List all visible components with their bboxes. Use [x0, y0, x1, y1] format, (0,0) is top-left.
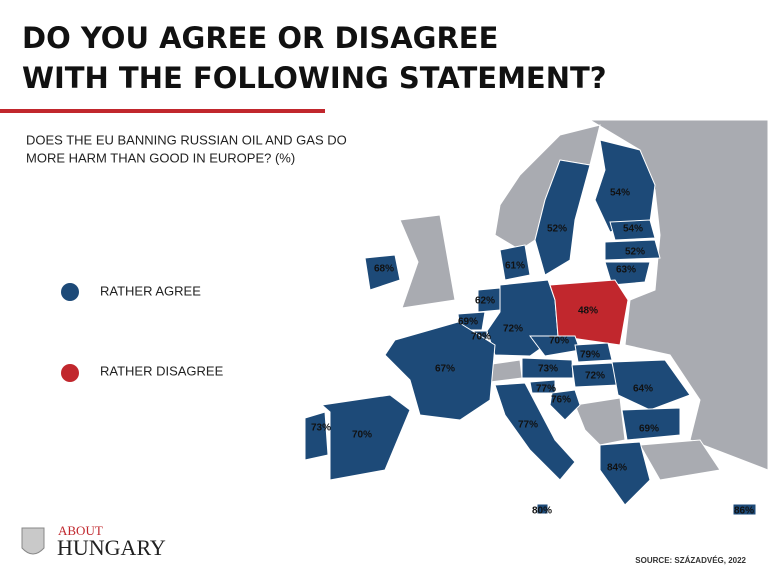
land	[574, 397, 626, 446]
country	[599, 441, 651, 506]
value-label: 64%	[633, 384, 653, 395]
land	[399, 214, 456, 309]
land	[639, 439, 721, 481]
value-label: 72%	[503, 324, 523, 335]
country	[611, 359, 691, 411]
value-label: 77%	[536, 384, 556, 395]
land	[588, 119, 768, 471]
country	[621, 407, 681, 441]
country	[494, 382, 576, 481]
value-label: 79%	[580, 350, 600, 361]
value-label: 86%	[734, 506, 754, 517]
value-label: 63%	[616, 265, 636, 276]
value-label: 70%	[549, 336, 569, 347]
country	[304, 411, 329, 461]
logo-text: HUNGARY	[57, 535, 166, 560]
logo-shield	[21, 527, 45, 555]
country	[320, 394, 411, 481]
country	[549, 389, 581, 421]
regions	[304, 139, 757, 516]
country	[499, 244, 531, 281]
title: DO YOU AGREE OR DISAGREE	[22, 21, 498, 55]
legend-swatch	[61, 283, 79, 301]
divider	[0, 109, 325, 113]
country	[521, 357, 574, 379]
value-label: 73%	[538, 364, 558, 375]
logo-text: ABOUT	[58, 523, 103, 538]
value-label: 80%	[532, 506, 552, 517]
value-label: 52%	[547, 224, 567, 235]
country	[732, 503, 757, 516]
value-label: 62%	[475, 296, 495, 307]
value-label: 69%	[458, 317, 478, 328]
legend-label: RATHER DISAGREE	[100, 363, 224, 378]
title: WITH THE FOLLOWING STATEMENT?	[22, 61, 607, 95]
value-label: 70%	[352, 430, 372, 441]
country	[549, 279, 629, 346]
value-label: 84%	[607, 463, 627, 474]
value-label: 73%	[311, 423, 331, 434]
country	[534, 159, 591, 276]
country	[364, 254, 401, 291]
country	[384, 321, 496, 421]
value-label: 77%	[518, 420, 538, 431]
value-label: 69%	[639, 424, 659, 435]
legend-label: RATHER AGREE	[100, 283, 201, 298]
value-label: 68%	[374, 264, 394, 275]
question: DOES THE EU BANNING RUSSIAN OIL AND GAS …	[26, 132, 347, 147]
labels: 54% 52% 54% 52% 63% 68% 61% 62% 69% 70% 72% 48% 70% 7…	[311, 188, 754, 517]
value-label: 61%	[505, 261, 525, 272]
country	[609, 219, 656, 241]
background-land	[399, 119, 768, 481]
value-label: 76%	[551, 395, 571, 406]
country	[536, 503, 549, 515]
value-label: 72%	[585, 371, 605, 382]
source: SOURCE: SZÁZADVÉG, 2022	[635, 556, 746, 565]
legend-swatch	[61, 364, 79, 382]
value-label: 54%	[610, 188, 630, 199]
country	[604, 261, 651, 286]
value-label: 67%	[435, 364, 455, 375]
value-label: 70%	[471, 332, 491, 343]
value-label: 52%	[625, 247, 645, 258]
value-label: 48%	[578, 306, 598, 317]
country	[574, 342, 613, 363]
country	[604, 239, 661, 261]
value-label: 54%	[623, 224, 643, 235]
logo: ABOUT HUNGARY	[21, 523, 166, 560]
question: MORE HARM THAN GOOD IN EUROPE? (%)	[26, 150, 295, 165]
